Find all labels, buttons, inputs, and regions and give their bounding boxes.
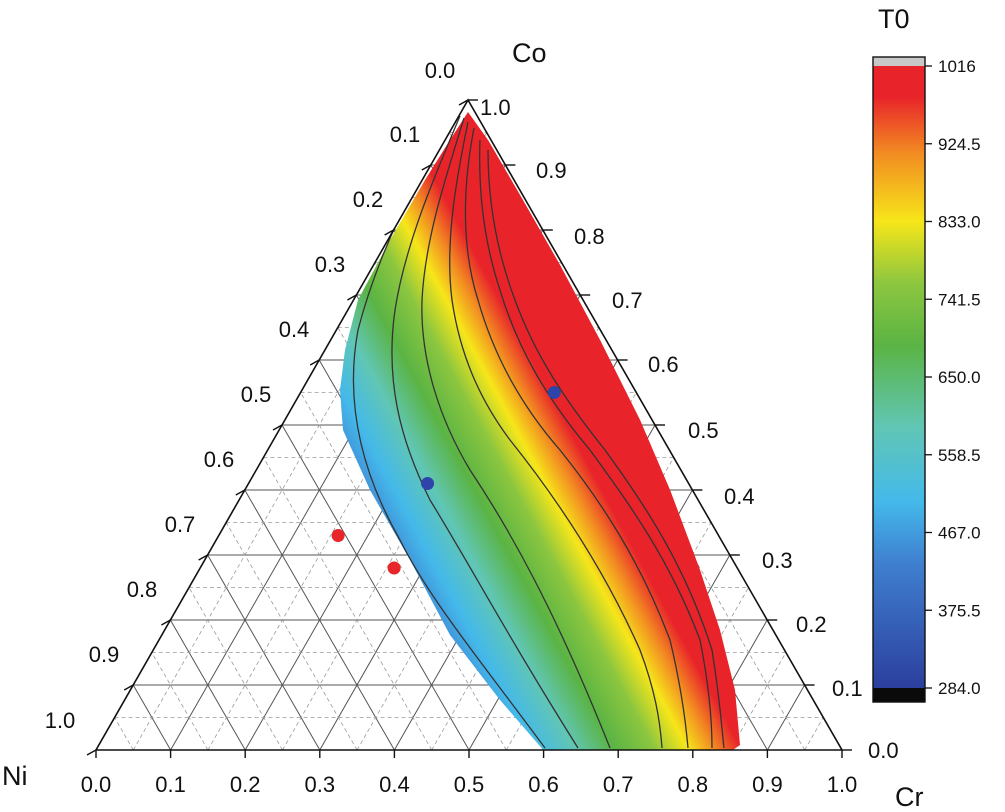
tick-label-cr: 0.7 [165,512,196,537]
tick-label-co: 0.1 [832,676,863,701]
contour-line-2 [391,115,579,749]
tick-left [161,619,171,626]
colorbar-tick-label: 650.0 [938,368,981,387]
data-point-2 [421,477,435,490]
tick-label-cr: 0.9 [89,642,120,667]
colorbar-tick-label: 558.5 [938,446,981,465]
tick-label-co: 0.7 [612,288,643,313]
grid-line-ni [188,587,283,751]
colorbar-ticks: 1016 924.5 833.0 741.5 650.0 558.5 467.0 375.5 2… [925,57,981,698]
colorbar-gradient [873,66,925,688]
axis-title-ni: Ni [2,761,28,791]
tick-label-co: 0.4 [724,484,755,509]
colorbar-frame [872,56,926,703]
contour-line-3 [421,117,611,749]
red-region [488,140,718,630]
data-points [331,386,561,575]
contour-line-6 [479,139,713,749]
tick-label-co: 0.8 [574,224,605,249]
data-point-1 [547,386,561,399]
contour-line-5 [464,127,689,749]
axis-title-co: Co [512,38,547,68]
colorbar-title: T0 [878,4,910,34]
tick-label-co: 0.0 [868,738,899,763]
tick-label-co: 0.6 [648,352,679,377]
tick-label-cr: 0.5 [241,382,272,407]
axis-ticks [86,99,852,758]
tick-label-bottom: 1.0 [827,772,858,797]
tick-label-bottom: 0.7 [603,772,634,797]
grid-line-ni [225,522,358,751]
tick-label-bottom: 0.3 [305,772,336,797]
tick-label-bottom: 0.8 [678,772,709,797]
tick-label-cr: 0.0 [425,58,456,83]
tick-label-cr: 1.0 [45,708,76,733]
grid-line-ni [300,392,507,751]
axis-title-cr: Cr [895,782,924,812]
tick-label-cr: 0.6 [204,447,235,472]
tick-label-bottom: 0.4 [379,772,410,797]
tick-label-cr: 0.4 [279,317,310,342]
grid-line-ni [169,619,246,751]
contour-line-7 [487,149,725,749]
grid-line-cr [729,652,787,751]
colorbar-top-cap [873,57,925,66]
tick-left [421,164,432,171]
grid-line-ni [244,489,395,751]
tick-label-bottom: 0.5 [454,772,485,797]
tick-label-cr: 0.3 [315,252,346,277]
tick-label-co: 0.3 [762,548,793,573]
tick-left [86,749,97,756]
tick-label-bottom: 0.9 [752,772,783,797]
tick-label-co: 0.5 [688,418,719,443]
colorbar-tick-label: 1016 [938,57,976,76]
data-point-3 [331,529,345,542]
tick-label-co: 0.9 [536,158,567,183]
tick-left [198,554,208,561]
tick-label-bottom: 0.6 [528,772,559,797]
colorbar-tick-label: 833.0 [938,213,981,232]
tick-label-bottom: 0.0 [81,772,112,797]
tick-left [123,684,134,691]
tick-label-bottom: 0.1 [155,772,186,797]
tick-left [384,229,394,236]
colorbar-tick-label: 741.5 [938,290,981,309]
colorbar-tick-label: 924.5 [938,135,981,154]
data-point-4 [387,561,401,575]
grid-line-ni [114,717,134,751]
tick-left [458,99,469,106]
colorbar-bottom-cap [873,688,925,702]
colorbar: T0 1016 924.5 833.0 741.5 650.0 558.5 467.0 375… [872,4,981,703]
tick-label-bottom: 0.2 [230,772,261,797]
contour-line-4 [449,121,663,749]
grid-line-ni [281,424,470,751]
heatmap-region [340,112,740,750]
tick-left [272,424,283,431]
colorbar-tick-label: 375.5 [938,601,981,620]
colorbar-tick-label: 467.0 [938,524,981,543]
tick-label-co: 0.2 [796,612,827,637]
tick-label-cr: 0.8 [127,577,158,602]
tick-left [235,489,246,496]
tick-label-co: 1.0 [480,95,511,120]
tick-left [309,359,320,366]
tick-left [347,294,357,301]
grid-line-ni [151,652,209,751]
grid-line-ni [263,457,433,751]
axis-tick-labels: 0.0 0.1 0.2 0.3 0.4 0.5 0.6 0.7 0.8 0.9 1.0 0.0 0.1 0… [45,58,899,797]
grid-line-cr [804,717,824,751]
tick-label-cr: 0.2 [353,187,384,212]
tick-label-cr: 0.1 [390,122,421,147]
colorbar-tick-label: 284.0 [938,679,981,698]
